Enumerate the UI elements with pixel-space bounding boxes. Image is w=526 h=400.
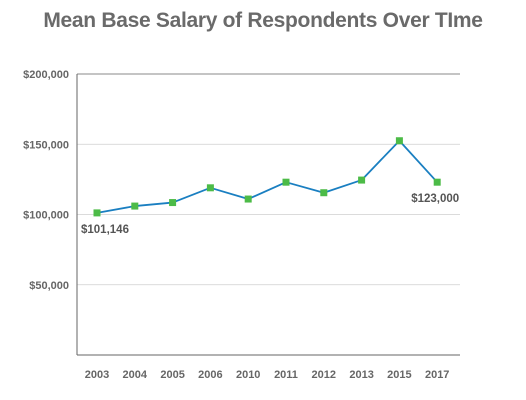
y-tick-label: $50,000: [29, 280, 69, 292]
x-tick-label: 2015: [387, 369, 411, 381]
x-tick-label: 2011: [274, 369, 298, 381]
data-point-2006: [206, 184, 214, 192]
y-tick-label: $100,000: [23, 210, 69, 222]
x-tick-label: 2006: [198, 369, 222, 381]
x-tick-label: 2013: [349, 369, 373, 381]
data-point-2010: [244, 195, 252, 203]
grid-lines: [77, 73, 460, 286]
y-tick-label: $200,000: [23, 69, 69, 81]
y-tick-labels: $50,000 $100,000 $150,000 $200,000: [23, 69, 69, 292]
x-tick-label: 2003: [85, 369, 109, 381]
data-label-2003: $101,146: [81, 224, 129, 236]
data-point-2005: [169, 199, 177, 207]
series-line: [96, 139, 438, 214]
x-tick-label: 2010: [236, 369, 260, 381]
chart-title: Mean Base Salary of Respondents Over TIm…: [43, 9, 483, 32]
series-line-path: [96, 139, 438, 214]
data-point-2012: [320, 189, 328, 197]
x-tick-labels: 2003 2004 2005 2006 2010 2011 2012 2013 2015 2017: [85, 369, 450, 381]
data-label-2017: $123,000: [411, 193, 459, 205]
data-point-2015: [395, 137, 403, 145]
x-tick-label: 2004: [123, 369, 148, 381]
y-tick-label: $150,000: [23, 139, 69, 151]
data-point-2017: [433, 178, 441, 186]
data-point-2004: [131, 202, 139, 210]
x-tick-label: 2017: [425, 369, 449, 381]
data-point-2003: [93, 209, 101, 217]
data-annotations: $101,146 $123,000: [81, 193, 459, 236]
data-point-2013: [358, 176, 366, 184]
data-point-2011: [282, 178, 290, 186]
axes: [76, 74, 460, 356]
x-tick-label: 2012: [312, 369, 336, 381]
data-markers: [93, 137, 441, 217]
x-tick-label: 2005: [160, 369, 184, 381]
